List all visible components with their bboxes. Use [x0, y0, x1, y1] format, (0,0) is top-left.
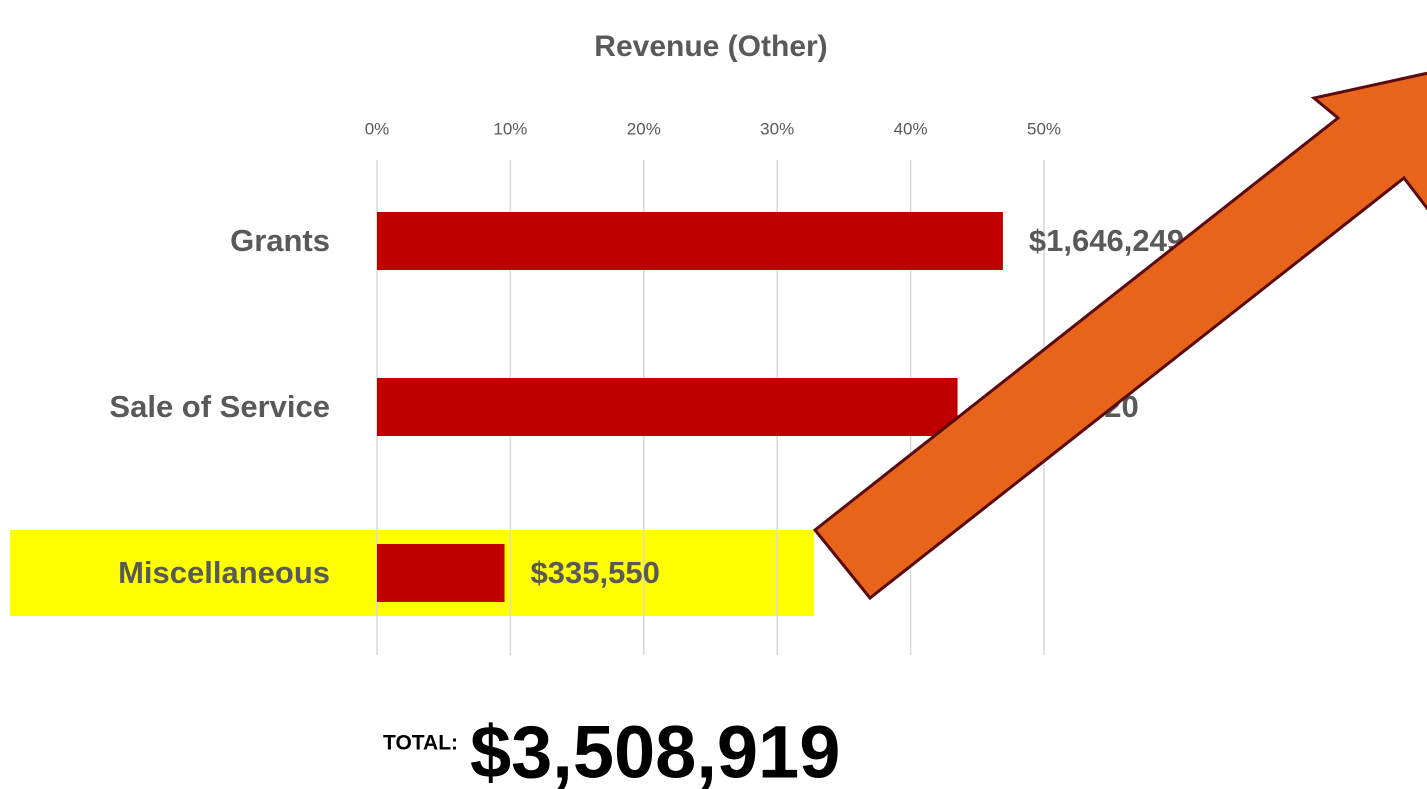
x-tick-label: 30% — [760, 119, 794, 138]
x-tick-label: 10% — [493, 119, 527, 138]
category-label: Miscellaneous — [118, 555, 330, 590]
category-label: Sale of Service — [109, 389, 330, 424]
arrow — [812, 71, 1427, 601]
x-tick-label: 50% — [1027, 119, 1061, 138]
chart-title: Revenue (Other) — [594, 30, 827, 63]
value-label: $335,550 — [531, 555, 660, 590]
x-tick-label: 20% — [627, 119, 661, 138]
value-label: $1,646,249 — [1029, 223, 1184, 258]
bar — [377, 544, 505, 602]
category-label: Grants — [230, 223, 330, 258]
x-tick-label: 40% — [894, 119, 928, 138]
bar — [377, 212, 1003, 270]
total-value: $3,508,919 — [470, 711, 840, 789]
bar — [377, 378, 958, 436]
total-label: TOTAL: — [383, 732, 458, 755]
x-tick-label: 0% — [365, 119, 390, 138]
